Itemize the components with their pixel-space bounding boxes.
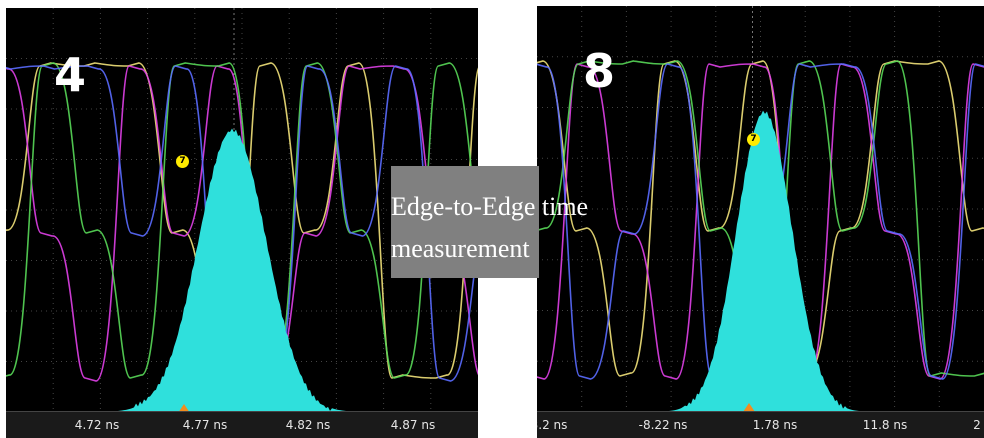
waveform-display-right [537, 6, 984, 412]
tick-label: 4.87 ns [390, 418, 436, 432]
waveform-display-left [6, 8, 478, 412]
tick-label: 11.8 ns [862, 418, 908, 432]
tick-label: 4.77 ns [182, 418, 228, 432]
panel-label-right: 8 [583, 44, 616, 98]
time-axis-right: 3.2 ns -8.22 ns 1.78 ns 11.8 ns 2 [537, 411, 984, 438]
tick-label: 4.72 ns [74, 418, 120, 432]
marker-7-icon-right[interactable]: 7 [747, 133, 760, 146]
tick-label: 3.2 ns [537, 418, 568, 432]
tick-label: 4.82 ns [285, 418, 331, 432]
marker-7-icon-left[interactable]: 7 [176, 155, 189, 168]
time-axis-left: 4.72 ns 4.77 ns 4.82 ns 4.87 ns [6, 411, 478, 438]
scope-panel-right: 8 7 3.2 ns -8.22 ns 1.78 ns 11.8 ns 2 [537, 6, 984, 438]
caption-box [391, 166, 539, 278]
tick-label: 1.78 ns [752, 418, 798, 432]
tick-label: -8.22 ns [638, 418, 688, 432]
panel-label-left: 4 [54, 48, 87, 102]
tick-label: 2 [973, 418, 981, 432]
cursor-triangle-icon-right[interactable] [743, 403, 755, 412]
cursor-triangle-icon-left[interactable] [178, 404, 190, 413]
caption-text: Edge-to-Edge time measurement [391, 192, 589, 263]
